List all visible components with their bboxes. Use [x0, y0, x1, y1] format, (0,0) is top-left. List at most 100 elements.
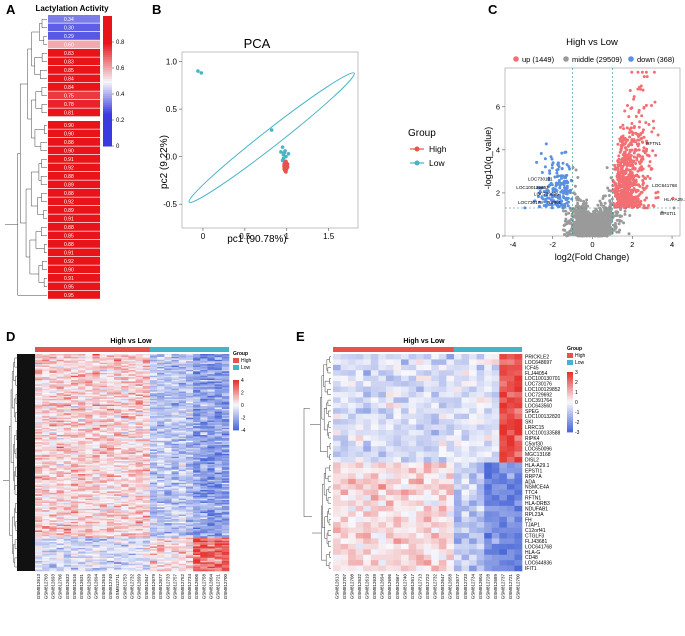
pca-ytick-label: -0.5 [163, 200, 177, 209]
volcano-point-up [640, 136, 644, 140]
volcano-point-up [622, 160, 626, 164]
activity-cell [48, 57, 100, 66]
colorbar-segment [103, 107, 112, 110]
volcano-point-up [625, 195, 629, 199]
panel-b-letter: B [152, 2, 161, 17]
volcano-point-middle [565, 220, 569, 224]
volcano-point-up [642, 75, 646, 79]
colorbar-segment [103, 89, 112, 93]
volcano-point-up [653, 100, 657, 104]
volcano-gene-label: RFTN1 [646, 141, 661, 146]
volcano-point-middle [593, 209, 597, 213]
colorbar-segment [103, 70, 112, 73]
volcano-point-down [561, 161, 565, 165]
volcano-point-up [628, 131, 632, 135]
volcano-point-up [618, 139, 622, 143]
volcano-point-middle [567, 231, 571, 235]
volcano-point-up [618, 194, 622, 198]
volcano-point-middle [601, 211, 605, 215]
pca-frame [181, 51, 359, 229]
activity-value: 0.88 [64, 140, 74, 146]
dendrogram-branch [43, 36, 47, 45]
volcano-point-up [625, 204, 629, 208]
volcano-point-middle [582, 202, 586, 206]
volcano-point-middle [615, 213, 619, 217]
pca-point-high [284, 161, 288, 166]
volcano-point-middle [602, 220, 606, 224]
dendrogram-branch [15, 394, 17, 404]
colorbar-segment [103, 74, 112, 78]
volcano-point-middle [627, 232, 631, 236]
activity-value: 0.83 [64, 60, 74, 66]
dendrogram-branch [31, 31, 40, 67]
volcano-point-down [549, 155, 553, 159]
volcano-point-up [650, 104, 654, 108]
volcano-point-middle [609, 176, 613, 180]
activity-cell [48, 83, 100, 91]
volcano-point-middle [610, 229, 614, 233]
volcano-point-up [647, 122, 651, 126]
colorbar-segment [103, 31, 112, 34]
volcano-point-up [625, 103, 629, 107]
volcano-point-up [616, 193, 620, 197]
colorbar-segment [103, 46, 112, 49]
volcano-xtick-label: -2 [549, 240, 556, 249]
dendrogram-branch [39, 23, 44, 41]
dendrogram-branch [41, 159, 47, 168]
volcano-point-up [637, 142, 641, 146]
volcano-point-up [647, 164, 651, 168]
colorbar-segment [103, 26, 112, 30]
colorbar-segment [103, 117, 112, 121]
volcano-point-up [646, 174, 650, 178]
volcano-point-middle [619, 219, 623, 223]
volcano-point-up [629, 194, 633, 198]
volcano-point-middle [575, 204, 579, 208]
volcano-gene-label: EPSTI1 [660, 211, 676, 216]
colorbar-segment [103, 96, 112, 99]
volcano-point-middle [599, 202, 603, 206]
volcano-point-middle [607, 220, 611, 224]
volcano-point-up [620, 175, 624, 179]
volcano-point-up [634, 140, 638, 144]
colorbar-tick-label: 0.4 [116, 92, 125, 98]
volcano-xtick-label: 2 [630, 240, 634, 249]
colorbar-segment [103, 128, 112, 132]
volcano-point-up [627, 157, 631, 161]
volcano-point-up [618, 150, 622, 154]
volcano-point-up [613, 204, 617, 208]
volcano-point-up [623, 171, 627, 175]
activity-cell [48, 163, 100, 172]
volcano-point-up [654, 191, 658, 195]
volcano-point-down [535, 160, 539, 164]
volcano-point-middle [570, 218, 574, 222]
volcano-point-up [641, 140, 645, 144]
volcano-point-middle [565, 234, 569, 238]
volcano-point-up [647, 203, 651, 207]
dendrogram-branch [42, 261, 47, 270]
volcano-legend-up: up (1449) [522, 55, 555, 64]
activity-cell [48, 172, 100, 180]
volcano-point-up [635, 156, 639, 160]
dendrogram-branch [19, 83, 28, 224]
volcano-point-down [569, 188, 573, 192]
volcano-point-up [652, 126, 656, 130]
volcano-plot: -4 -2 0 2 40246RFTN1LOC641768HLA-A29.1EPSTI1… [496, 67, 685, 249]
pca-plot: 0 0.5 1 1.5-0.50.00.51.0 [163, 51, 359, 241]
volcano-point-down [564, 186, 568, 190]
volcano-point-down [568, 191, 572, 195]
volcano-point-down [564, 197, 568, 201]
volcano-point-middle [573, 184, 577, 188]
colorbar-segment [103, 85, 112, 88]
dendrogram-branch [41, 193, 47, 202]
volcano-point-up [623, 137, 627, 141]
volcano-point-up [638, 120, 642, 124]
activity-value: 0.89 [64, 183, 74, 189]
volcano-point-down [543, 157, 547, 161]
volcano-point-middle [606, 186, 610, 190]
volcano-gene-label: LOC729696 [534, 192, 559, 197]
volcano-point-up [626, 153, 630, 157]
volcano-point-middle [562, 228, 566, 232]
colorbar-segment [103, 124, 112, 127]
colorbar-tick-label: 0.8 [116, 40, 125, 46]
volcano-point-up [622, 127, 626, 131]
